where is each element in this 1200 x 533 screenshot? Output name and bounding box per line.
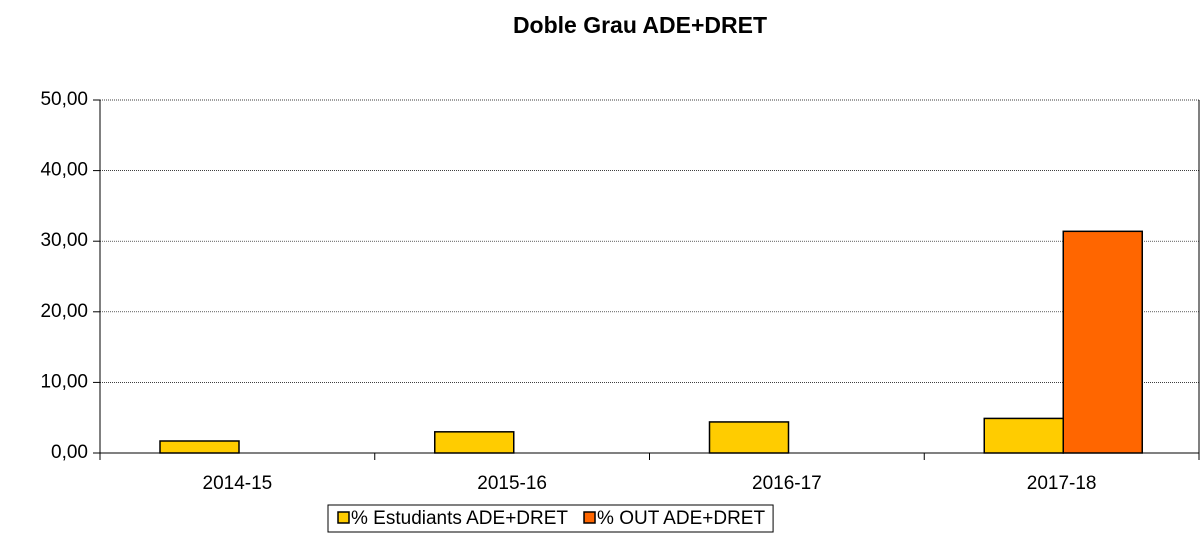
bar <box>983 417 1064 454</box>
x-tick-label: 2014-15 <box>203 473 273 494</box>
bar <box>1062 230 1143 454</box>
y-tick-label: 0,00 <box>51 442 88 463</box>
y-tick-label: 30,00 <box>40 230 88 251</box>
y-tick-label: 20,00 <box>40 301 88 322</box>
legend-label: % OUT ADE+DRET <box>597 508 765 529</box>
bar <box>434 431 515 454</box>
legend: % Estudiants ADE+DRET % OUT ADE+DRET <box>327 504 774 533</box>
y-tick-label: 50,00 <box>40 89 88 110</box>
x-tick-label: 2016-17 <box>752 473 822 494</box>
chart-title: Doble Grau ADE+DRET <box>513 12 767 38</box>
bar <box>159 440 240 454</box>
x-tick-label: 2015-16 <box>477 473 547 494</box>
bar <box>708 421 790 454</box>
y-tick-label: 10,00 <box>40 371 88 392</box>
legend-box <box>327 504 774 533</box>
x-tick-label: 2017-18 <box>1027 473 1097 494</box>
legend-swatch <box>583 511 596 524</box>
y-tick-label: 40,00 <box>40 160 88 181</box>
legend-swatch <box>337 511 350 524</box>
legend-label: % Estudiants ADE+DRET <box>351 508 568 529</box>
